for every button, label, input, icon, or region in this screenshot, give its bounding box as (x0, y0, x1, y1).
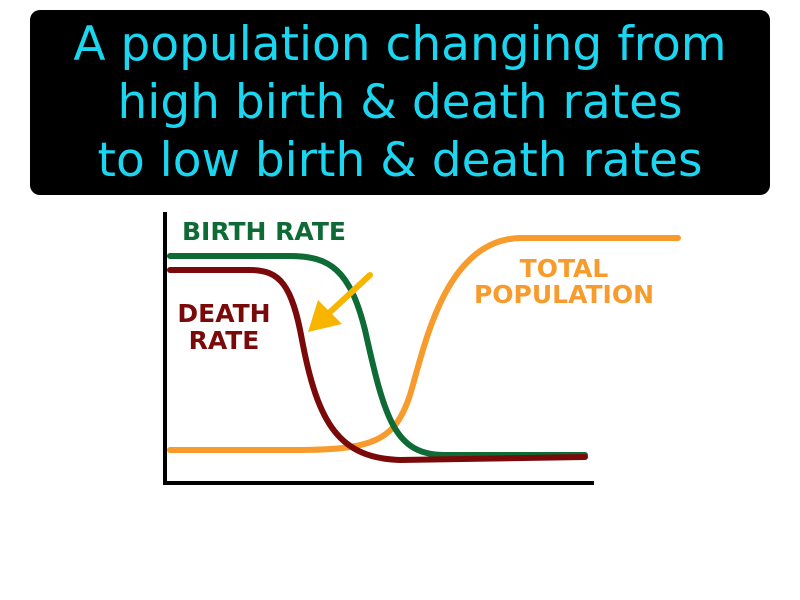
death-rate-label-line2: RATE (189, 326, 260, 355)
total-population-label-line1: TOTAL (520, 254, 609, 283)
total-population-label-line2: POPULATION (474, 280, 654, 309)
death-rate-curve (167, 267, 588, 464)
title-line-3: to low birth & death rates (97, 132, 703, 188)
death-rate-label-line1: DEATH (177, 299, 270, 328)
title-line-1: A population changing from (73, 16, 727, 72)
birth-rate-curve (167, 253, 588, 458)
title-banner: A population changing from high birth & … (30, 10, 770, 195)
arrow-icon (308, 272, 373, 332)
birth-rate-label: BIRTH RATE (182, 217, 346, 246)
title-line-2: high birth & death rates (117, 74, 683, 130)
